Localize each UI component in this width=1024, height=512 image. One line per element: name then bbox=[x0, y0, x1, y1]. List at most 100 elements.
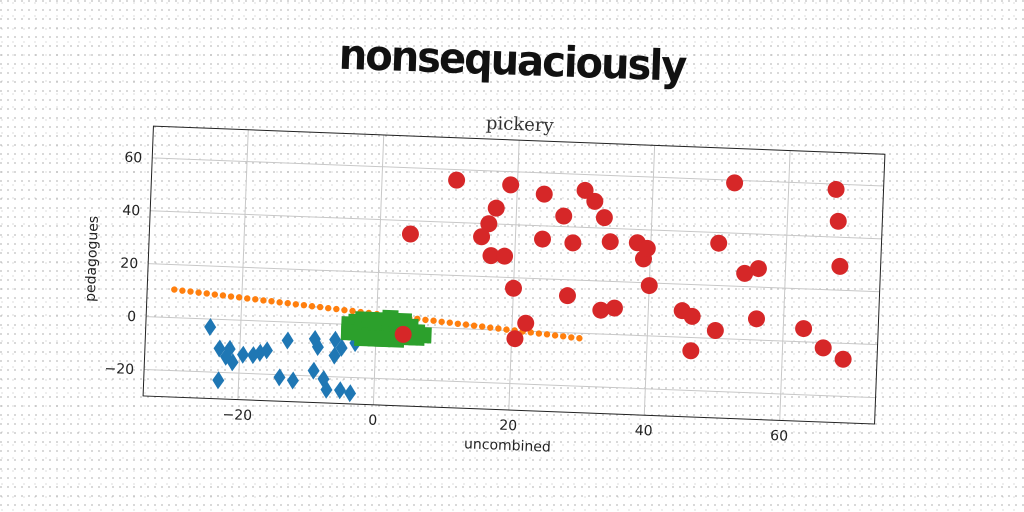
line-point bbox=[503, 326, 510, 333]
line-point bbox=[576, 335, 583, 342]
line-point bbox=[535, 330, 543, 337]
x-tick-label: 40 bbox=[634, 423, 652, 440]
line-point bbox=[308, 303, 316, 310]
x-tick-label: 20 bbox=[499, 418, 517, 435]
y-grid-line bbox=[152, 157, 884, 187]
y-tick-label: 40 bbox=[122, 203, 140, 220]
circle-point bbox=[683, 307, 701, 325]
diamond-point bbox=[307, 361, 320, 380]
line-point bbox=[341, 306, 348, 314]
y-axis-label: pedagogues bbox=[83, 216, 102, 303]
line-point bbox=[276, 299, 283, 306]
line-point bbox=[252, 296, 259, 303]
line-point bbox=[551, 332, 559, 339]
y-tick-label: −20 bbox=[104, 361, 134, 378]
square-point bbox=[340, 324, 358, 341]
line-point bbox=[227, 293, 235, 300]
diamond-point bbox=[273, 368, 286, 387]
diamond-point bbox=[260, 341, 273, 360]
x-axis-label: uncombined bbox=[464, 436, 551, 455]
tick-labels: −20 0 20 40 60 −20 0 20 40 60 bbox=[104, 150, 788, 445]
chart-title: pickery bbox=[486, 113, 555, 137]
diamond-point bbox=[308, 329, 321, 348]
x-tick-label: −20 bbox=[222, 407, 252, 424]
circle-point bbox=[555, 207, 573, 225]
circle-point bbox=[448, 171, 466, 189]
square-point bbox=[395, 312, 413, 330]
y-tick-label: 60 bbox=[124, 150, 142, 167]
diamond-point bbox=[328, 346, 341, 365]
diamond-point bbox=[317, 370, 330, 389]
square-point bbox=[381, 309, 399, 327]
circle-point bbox=[795, 320, 813, 338]
line-point bbox=[454, 320, 462, 327]
circle-point bbox=[827, 180, 845, 198]
diamond-point bbox=[320, 380, 333, 399]
circle-point bbox=[401, 225, 419, 243]
line-point bbox=[422, 316, 429, 324]
circle-point bbox=[595, 209, 613, 227]
line-point bbox=[211, 291, 219, 298]
line-point bbox=[568, 334, 575, 341]
series-3 bbox=[394, 171, 852, 368]
line-point bbox=[438, 318, 445, 326]
square-point bbox=[415, 326, 432, 344]
square-point bbox=[374, 330, 391, 348]
line-point bbox=[292, 301, 300, 308]
plot-frame bbox=[142, 125, 886, 425]
circle-point bbox=[564, 234, 582, 252]
series-0 bbox=[204, 317, 362, 403]
x-grid-line bbox=[779, 150, 791, 421]
y-tick-label: 20 bbox=[120, 256, 138, 273]
line-point bbox=[325, 305, 332, 312]
circle-point bbox=[638, 239, 656, 257]
circle-point bbox=[640, 277, 658, 295]
line-point bbox=[446, 319, 453, 326]
circle-point bbox=[831, 257, 849, 275]
line-point bbox=[495, 325, 502, 332]
line-point bbox=[203, 290, 210, 297]
line-point bbox=[268, 298, 275, 305]
chart-marks bbox=[171, 171, 852, 403]
line-point bbox=[187, 288, 194, 295]
line-point bbox=[195, 289, 202, 296]
diamond-point bbox=[286, 371, 299, 390]
circle-point bbox=[749, 260, 767, 278]
line-point bbox=[179, 287, 186, 294]
grid-lines bbox=[144, 129, 884, 421]
diamond-point bbox=[237, 345, 250, 364]
line-point bbox=[284, 300, 291, 307]
y-grid-line bbox=[148, 263, 880, 293]
diamond-point bbox=[334, 381, 347, 400]
diamond-point bbox=[344, 384, 357, 403]
diamond-point bbox=[226, 353, 239, 372]
line-point bbox=[470, 322, 478, 329]
line-point bbox=[430, 317, 437, 324]
circle-point bbox=[496, 247, 514, 265]
square-point bbox=[354, 329, 371, 347]
circle-point bbox=[814, 339, 832, 357]
line-point bbox=[462, 321, 470, 328]
circle-point bbox=[487, 199, 505, 217]
line-point bbox=[260, 297, 267, 304]
circle-point bbox=[682, 342, 700, 360]
line-point bbox=[219, 292, 227, 299]
circle-point bbox=[706, 321, 724, 339]
line-point bbox=[559, 333, 567, 340]
diamond-point bbox=[281, 331, 294, 350]
circle-point bbox=[829, 212, 847, 230]
circle-point bbox=[558, 287, 576, 305]
line-point bbox=[487, 324, 494, 331]
x-grid-line bbox=[372, 134, 385, 405]
circle-point bbox=[482, 247, 500, 265]
line-point bbox=[316, 303, 324, 311]
circle-point bbox=[592, 301, 610, 319]
diamond-point bbox=[311, 338, 324, 357]
circle-point bbox=[394, 325, 412, 343]
circle-point bbox=[502, 176, 520, 194]
line-point bbox=[478, 323, 486, 330]
line-point bbox=[333, 305, 340, 313]
line-point bbox=[349, 307, 356, 315]
line-point bbox=[235, 294, 243, 301]
